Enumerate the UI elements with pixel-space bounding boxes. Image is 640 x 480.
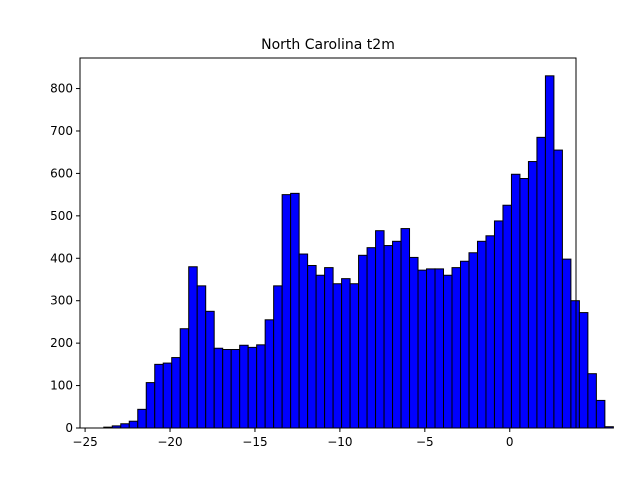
histogram-bar [154, 363, 164, 429]
histogram-bar [171, 357, 181, 429]
histogram-bar [247, 346, 258, 429]
histogram-bar [417, 269, 428, 429]
y-tick-label: 0 [65, 421, 73, 435]
histogram-bar [332, 283, 343, 429]
histogram-bar [561, 258, 572, 429]
histogram-bar [179, 328, 190, 429]
histogram-bar [604, 426, 614, 429]
histogram-bar [290, 192, 300, 429]
y-tick-label: 600 [50, 166, 73, 180]
x-tick-label: 0 [506, 435, 514, 449]
chart-title: North Carolina t2m [261, 37, 395, 53]
histogram-bar [527, 161, 538, 429]
histogram-bar [298, 253, 309, 429]
y-tick-label: 500 [50, 209, 73, 223]
x-tick-label: −20 [157, 435, 182, 449]
histogram-bar [510, 173, 521, 429]
histogram-bar [366, 247, 377, 429]
histogram-bar [273, 285, 283, 429]
histogram-bar [307, 264, 317, 429]
histogram-bar [468, 252, 478, 429]
histogram-bar [162, 362, 173, 429]
y-tick-label: 200 [50, 336, 73, 350]
histogram-bar [205, 310, 215, 429]
histogram-bar [434, 268, 445, 429]
histogram-bar [341, 278, 351, 429]
histogram-bar [451, 267, 461, 429]
histogram-bar [349, 283, 360, 429]
histogram-bar [502, 204, 512, 429]
histogram-bar [222, 349, 232, 429]
histogram-bar [239, 344, 249, 429]
x-tick-label: −10 [327, 435, 352, 449]
histogram-bar [145, 382, 156, 429]
y-tick-label: 700 [50, 124, 73, 138]
y-tick-label: 300 [50, 294, 73, 308]
histogram-bar [544, 75, 555, 429]
x-tick-label: −25 [72, 435, 97, 449]
histogram-bar [358, 254, 368, 429]
histogram-bar [443, 274, 453, 429]
histogram-bar [137, 408, 147, 429]
histogram-bar [230, 349, 241, 429]
x-tick-label: −5 [416, 435, 434, 449]
histogram-bar [383, 245, 394, 429]
histogram-bar [400, 228, 411, 429]
plot-frame [79, 57, 577, 429]
histogram-bar [459, 260, 470, 429]
histogram-bar [281, 194, 292, 429]
histogram-bar [519, 178, 529, 429]
histogram-bar [587, 373, 597, 429]
histogram-bar [392, 240, 402, 429]
histogram-bar [553, 149, 563, 429]
histogram-bar [476, 240, 487, 429]
histogram-bar [213, 347, 224, 429]
y-tick-label: 100 [50, 379, 73, 393]
histogram-bar [128, 420, 139, 429]
y-tick-label: 800 [50, 82, 73, 96]
x-tick-label: −15 [242, 435, 267, 449]
histogram-bar [409, 256, 419, 429]
histogram-bar [570, 300, 580, 429]
histogram-bar [375, 230, 385, 429]
histogram-bar [426, 268, 436, 429]
x-axis: −25 −20 −15 −10 −5 0 [72, 428, 514, 449]
histogram-bar [315, 274, 326, 429]
histogram-bar [196, 285, 207, 429]
histogram-bar [264, 319, 275, 429]
histogram-bar [536, 136, 546, 429]
histogram-bar [120, 423, 130, 429]
bars-layer [103, 75, 614, 429]
histogram-bar [493, 220, 504, 429]
y-axis: 0 100 200 300 400 500 600 700 800 [50, 82, 80, 435]
y-tick-label: 400 [50, 251, 73, 265]
histogram-bar [188, 266, 198, 429]
histogram-bar [324, 267, 334, 429]
histogram-bar [595, 399, 606, 429]
histogram-bar [578, 312, 589, 429]
histogram-bar [485, 235, 495, 429]
histogram-bar [256, 344, 266, 429]
